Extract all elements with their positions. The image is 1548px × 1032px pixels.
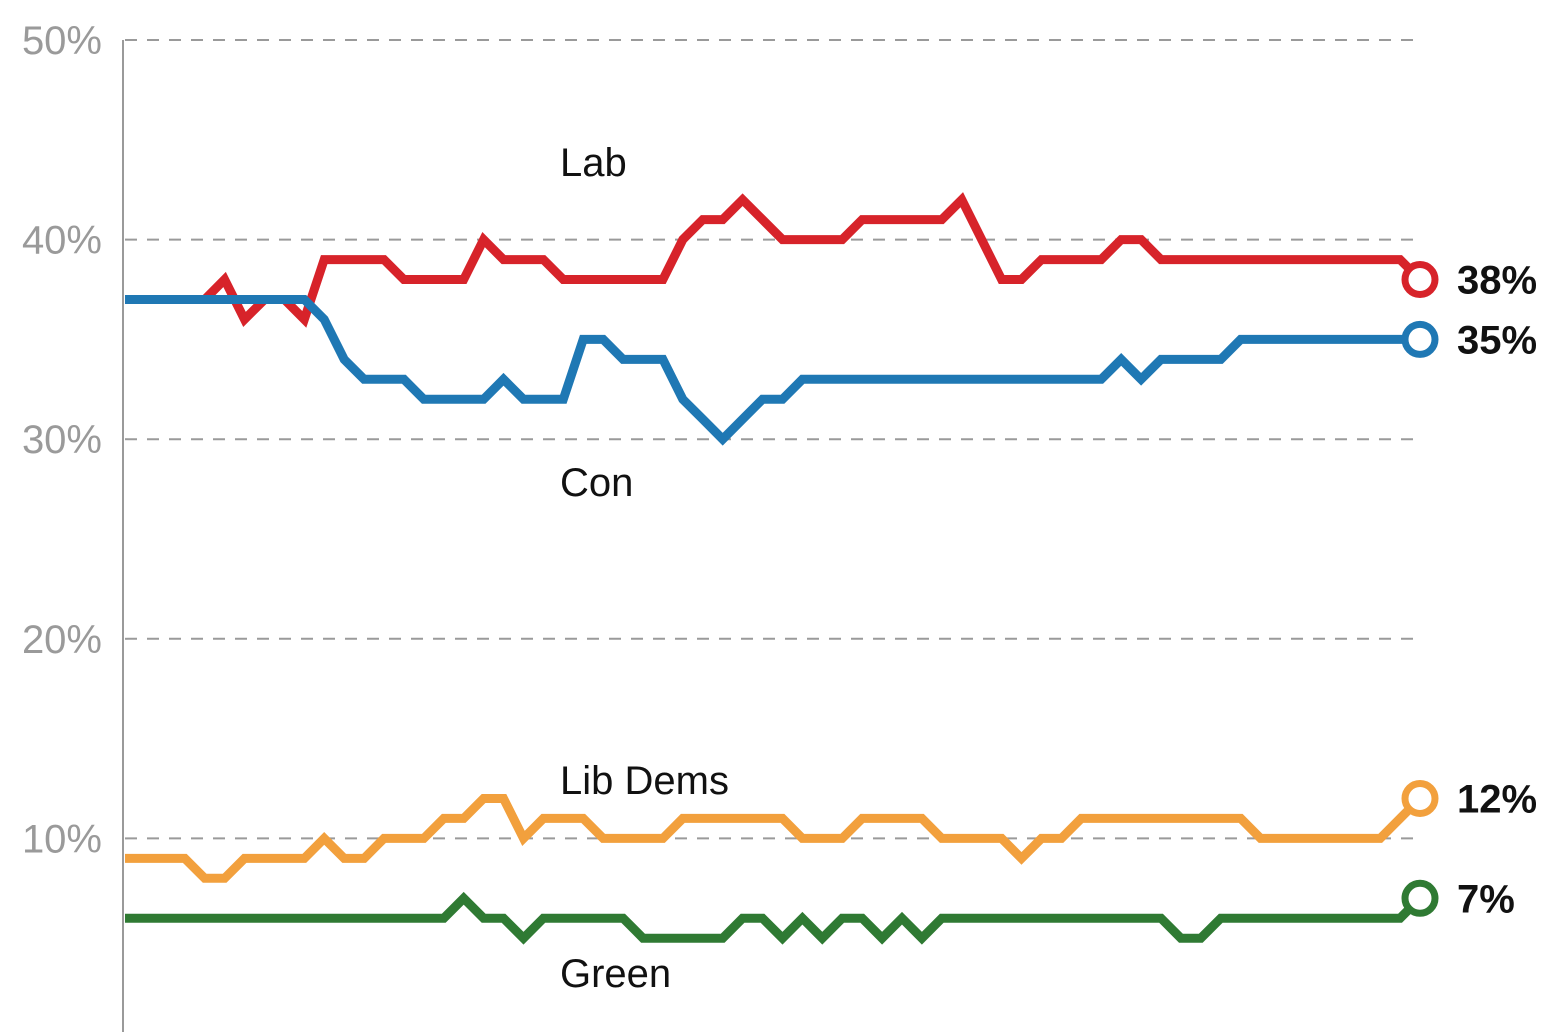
series-points-green (124, 898, 1421, 939)
y-tick-label-30: 30% (22, 418, 102, 462)
end-value-label-con: 35% (1457, 318, 1537, 362)
end-value-label-green: 7% (1457, 877, 1515, 921)
y-tick-label-10: 10% (22, 817, 102, 861)
series-name-label-green: Green (560, 952, 671, 996)
end-marker-lab (1401, 261, 1439, 299)
series-lines (124, 192, 1439, 945)
end-marker-con (1401, 320, 1439, 358)
y-tick-label-20: 20% (22, 618, 102, 662)
gridlines (125, 39, 1420, 840)
series-line-con (125, 295, 1420, 446)
series-points-con (124, 299, 1421, 440)
series-name-label-lib-dems: Lib Dems (560, 759, 729, 803)
end-marker-green (1401, 879, 1439, 917)
end-value-label-lab: 38% (1457, 259, 1537, 303)
y-tick-label-40: 40% (22, 219, 102, 263)
y-axis-tick-labels: 10% 20% 30% 40% 50% (22, 19, 102, 861)
end-marker-lib-dems (1401, 779, 1439, 817)
series-points-lib-dems (124, 798, 1421, 879)
series-line-green (125, 891, 1424, 945)
series-line-lib-dems (125, 794, 1424, 883)
series-name-label-lab: Lab (560, 141, 627, 185)
series-labels: 38% Lab 35% Con 12% Lib Dems 7% Green (560, 141, 1537, 996)
y-tick-label-50: 50% (22, 19, 102, 63)
series-line-lab (125, 192, 1424, 328)
end-value-label-lib-dems: 12% (1457, 777, 1537, 821)
series-name-label-con: Con (560, 461, 633, 505)
